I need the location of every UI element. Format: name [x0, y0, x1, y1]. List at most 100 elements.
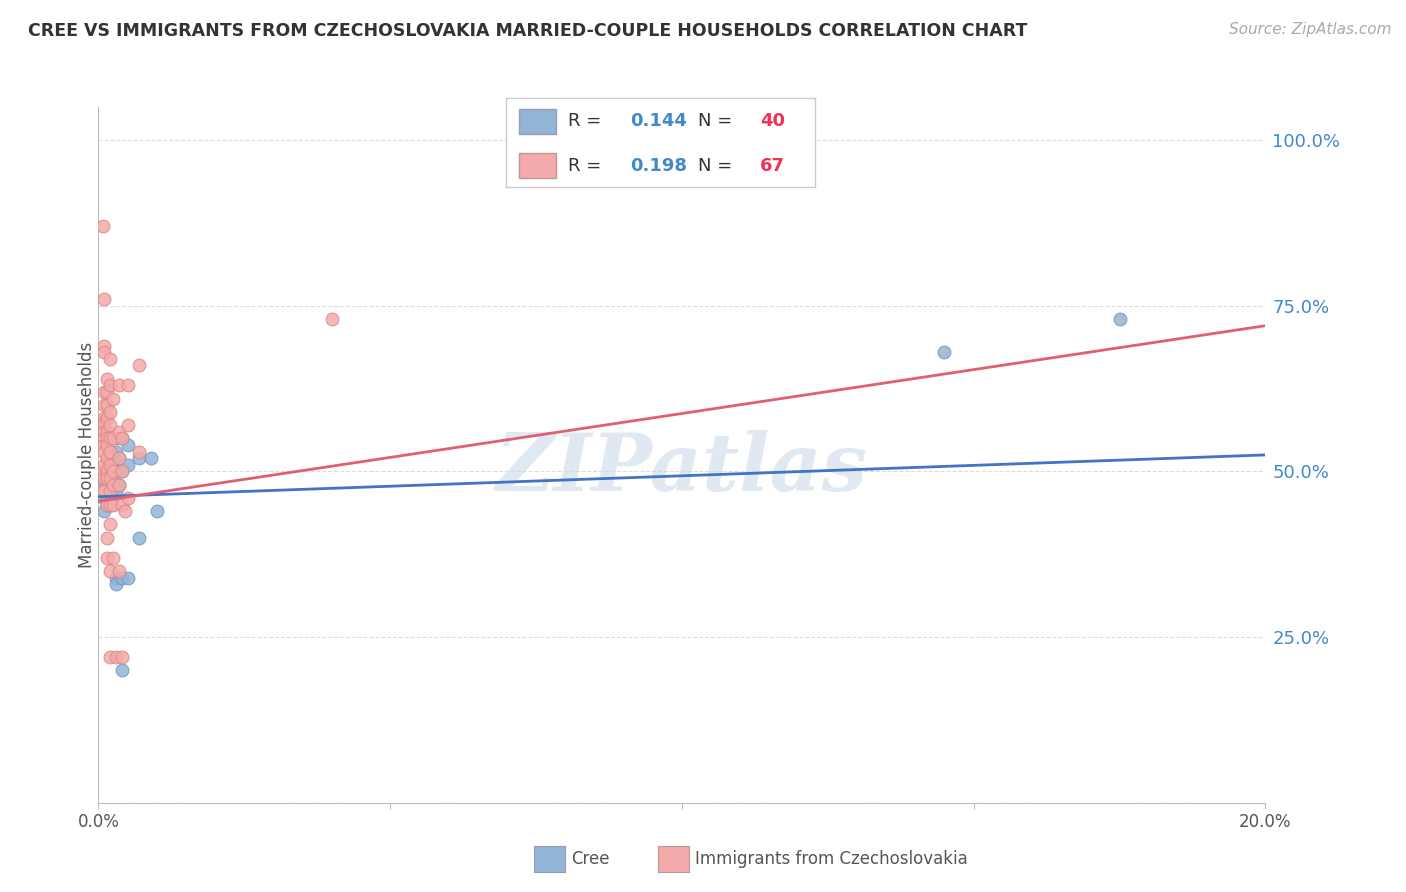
Point [101, 431, 124, 445]
Point [96, 411, 118, 425]
Point [91, 465, 114, 479]
Point [96, 451, 118, 466]
Point [96, 372, 118, 386]
Point [100, 491, 122, 505]
Text: 0.198: 0.198 [630, 157, 688, 175]
Point [108, 451, 131, 466]
Point [101, 550, 124, 565]
Point [104, 465, 127, 479]
Point [93, 431, 115, 445]
Point [96, 438, 118, 452]
Point [98, 405, 121, 419]
Point [108, 477, 131, 491]
Point [101, 477, 124, 491]
Point [96, 465, 118, 479]
Point [111, 663, 134, 677]
Point [101, 392, 124, 406]
Point [98, 471, 121, 485]
Point [128, 451, 150, 466]
Point [93, 438, 115, 452]
Point [96, 471, 118, 485]
Point [98, 498, 121, 512]
Point [93, 415, 115, 429]
Point [98, 431, 121, 445]
Point [96, 431, 118, 445]
FancyBboxPatch shape [519, 153, 555, 178]
Point [108, 465, 131, 479]
Point [146, 504, 169, 518]
Point [117, 458, 139, 472]
Text: R =: R = [568, 157, 607, 175]
Point [104, 484, 127, 499]
Point [117, 491, 139, 505]
Point [108, 451, 131, 466]
Point [98, 564, 121, 578]
Point [96, 491, 118, 505]
Point [101, 465, 124, 479]
Point [108, 378, 131, 392]
Point [321, 312, 343, 326]
Point [96, 531, 118, 545]
Point [114, 504, 136, 518]
Point [139, 451, 162, 466]
Point [93, 398, 115, 412]
Point [96, 451, 118, 466]
Text: Immigrants from Czechoslovakia: Immigrants from Czechoslovakia [695, 850, 967, 868]
Text: N =: N = [697, 112, 738, 130]
Point [98, 484, 121, 499]
Point [128, 531, 150, 545]
Point [93, 384, 115, 399]
Point [96, 498, 118, 512]
Point [108, 425, 131, 439]
Point [98, 650, 121, 665]
Point [98, 351, 121, 366]
Point [91, 484, 114, 499]
Text: Cree: Cree [571, 850, 609, 868]
Point [98, 444, 121, 458]
Text: CREE VS IMMIGRANTS FROM CZECHOSLOVAKIA MARRIED-COUPLE HOUSEHOLDS CORRELATION CHA: CREE VS IMMIGRANTS FROM CZECHOSLOVAKIA M… [28, 22, 1028, 40]
Point [93, 292, 115, 306]
Point [96, 477, 118, 491]
Point [96, 398, 118, 412]
Point [93, 338, 115, 352]
Point [98, 418, 121, 433]
Point [128, 444, 150, 458]
Y-axis label: Married-couple Households: Married-couple Households [79, 342, 96, 568]
Point [90, 484, 112, 499]
Point [111, 498, 134, 512]
Text: Source: ZipAtlas.com: Source: ZipAtlas.com [1229, 22, 1392, 37]
Point [111, 465, 134, 479]
Point [98, 378, 121, 392]
Point [105, 431, 128, 445]
Point [98, 458, 121, 472]
Point [93, 471, 115, 485]
Point [104, 444, 127, 458]
Point [1108, 312, 1130, 326]
Point [111, 431, 134, 445]
Point [97, 477, 120, 491]
Point [93, 425, 115, 439]
Text: ZIPatlas: ZIPatlas [496, 430, 868, 508]
Point [98, 431, 121, 445]
Text: R =: R = [568, 112, 607, 130]
Point [101, 498, 124, 512]
Point [98, 471, 121, 485]
Point [93, 418, 115, 433]
Text: 67: 67 [759, 157, 785, 175]
Point [96, 465, 118, 479]
Point [91, 219, 114, 234]
Point [104, 570, 127, 584]
Text: N =: N = [697, 157, 738, 175]
Point [111, 431, 134, 445]
Point [96, 498, 118, 512]
FancyBboxPatch shape [519, 109, 555, 134]
Point [117, 570, 139, 584]
Point [104, 650, 127, 665]
Text: 0.144: 0.144 [630, 112, 686, 130]
Point [108, 564, 131, 578]
Point [96, 550, 118, 565]
Point [93, 444, 115, 458]
Point [98, 484, 121, 499]
Point [111, 650, 134, 665]
Point [98, 458, 121, 472]
